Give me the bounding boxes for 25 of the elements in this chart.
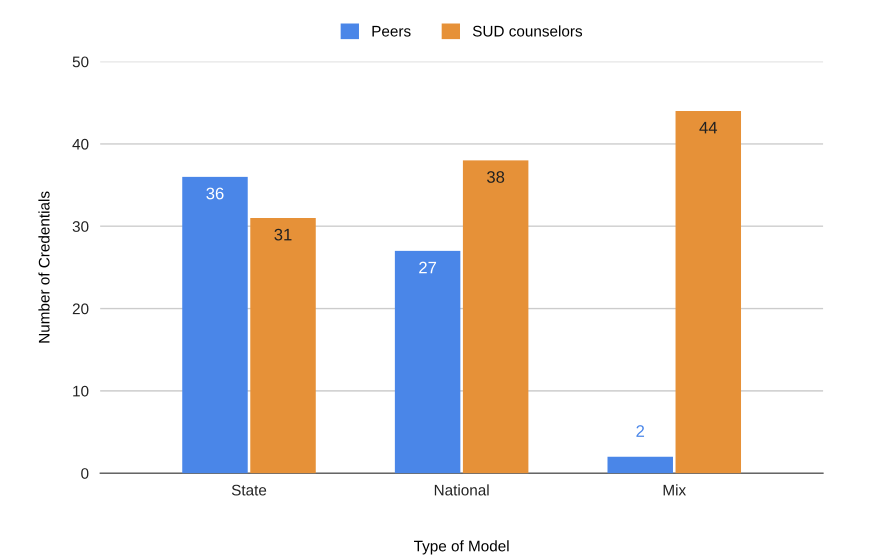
x-axis-title: Type of Model [414,540,509,554]
legend-label: Peers [372,26,411,37]
bar [182,176,248,474]
bar [676,110,742,474]
data-label: 44 [699,122,718,134]
bar [394,250,460,474]
y-tick-label: 20 [72,303,88,314]
legend-label: SUD counselors [472,25,582,37]
bar [462,160,528,474]
bar [607,456,673,474]
data-label: 36 [206,188,224,200]
data-label: 38 [487,171,504,183]
y-tick-label: 10 [73,386,88,397]
y-tick-label: 50 [72,56,88,68]
y-tick-label: 30 [72,221,88,232]
data-label: 2 [636,425,644,437]
data-label: 31 [274,228,292,241]
y-tick-label: 0 [81,468,88,479]
bar [250,218,316,474]
x-tick-label: National [434,484,489,496]
data-label: 27 [419,262,436,274]
x-tick-label: State [232,484,266,496]
x-tick-label: Mix [664,484,686,496]
y-axis-title: Number of Credentials [38,192,50,343]
y-tick-label: 40 [72,138,88,150]
